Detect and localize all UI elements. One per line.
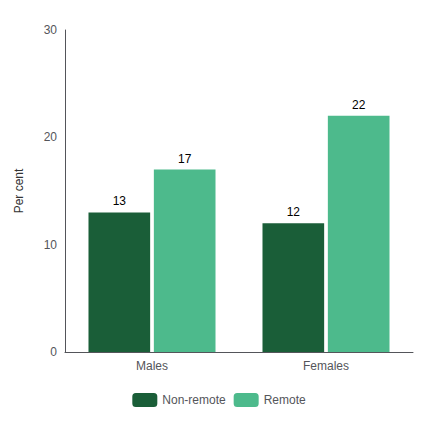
svg-text:22: 22: [352, 98, 366, 112]
svg-text:Males: Males: [136, 359, 168, 373]
svg-text:10: 10: [44, 238, 58, 252]
svg-text:13: 13: [113, 194, 127, 208]
svg-text:17: 17: [178, 152, 192, 166]
svg-text:Per cent: Per cent: [12, 168, 26, 213]
svg-text:Females: Females: [303, 359, 349, 373]
svg-text:20: 20: [44, 130, 58, 144]
svg-text:Non-remote: Non-remote: [162, 393, 226, 407]
svg-text:30: 30: [44, 23, 58, 37]
svg-text:0: 0: [50, 345, 57, 359]
svg-text:12: 12: [287, 205, 301, 219]
svg-text:Remote: Remote: [264, 393, 306, 407]
